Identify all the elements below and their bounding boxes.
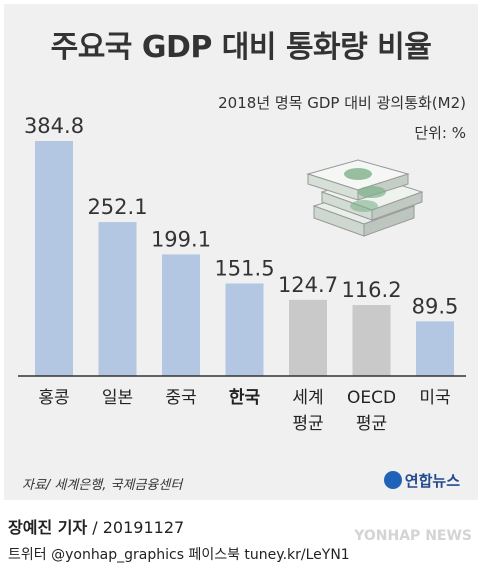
reporter-name: 장예진 기자 — [8, 518, 88, 537]
social-links: 트위터 @yonhap_graphics 페이스북 tuney.kr/LeYN1 — [8, 547, 350, 563]
category-label: 세계 — [292, 388, 323, 408]
category-label: 평균 — [356, 414, 387, 434]
source-note: 자료/ 세계은행, 국제금융센터 — [22, 478, 183, 493]
bar-5 — [352, 305, 391, 376]
yonhap-brand: 연합뉴스 — [383, 470, 460, 491]
byline: 장예진 기자 / 20191127 — [8, 514, 184, 538]
category-label: 중국 — [165, 388, 196, 408]
category-label: 한국 — [229, 388, 261, 408]
bar-2 — [162, 254, 200, 376]
watermark: YONHAP NEWS — [354, 528, 472, 544]
bar-1 — [98, 222, 137, 376]
category-label: 일본 — [102, 388, 133, 408]
bar-value-label: 89.5 — [412, 294, 459, 318]
bar-4 — [289, 299, 327, 376]
bar-value-label: 252.1 — [87, 195, 147, 219]
category-label: 홍콩 — [38, 388, 69, 408]
unit-label: 단위: % — [414, 124, 466, 142]
bar-value-label: 151.5 — [214, 256, 274, 280]
category-label: 미국 — [419, 388, 450, 408]
chart-panel: 주요국 GDP 대비 통화량 비율 2018년 명목 GDP 대비 광의통화(M… — [4, 4, 478, 500]
bar-3 — [225, 283, 264, 376]
bar-value-label: 199.1 — [151, 227, 211, 251]
bar-value-label: 124.7 — [278, 273, 338, 297]
bar-value-label: 384.8 — [24, 114, 84, 138]
bar-6 — [416, 321, 454, 376]
money-stack-icon — [306, 159, 424, 237]
bar-value-label: 116.2 — [341, 278, 401, 302]
chart-title: 주요국 GDP 대비 통화량 비율 — [50, 30, 432, 65]
brand-name: 연합뉴스 — [404, 472, 460, 490]
publish-date: / 20191127 — [87, 518, 185, 537]
chart-subtitle: 2018년 명목 GDP 대비 광의통화(M2) — [218, 94, 466, 112]
yonhap-logo-icon — [383, 471, 402, 489]
category-label: OECD — [347, 388, 396, 408]
category-label: 평균 — [292, 414, 323, 434]
bar-0 — [35, 141, 73, 376]
